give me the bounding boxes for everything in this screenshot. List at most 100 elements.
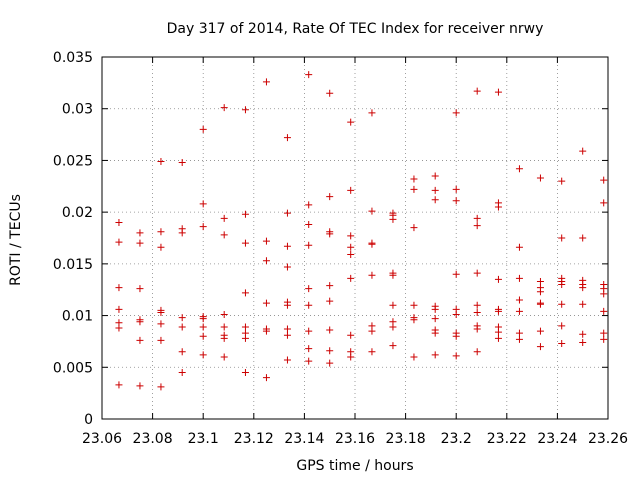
x-tick-label: 23.2 <box>441 431 472 447</box>
data-point <box>410 316 418 324</box>
data-point <box>600 307 608 315</box>
data-point <box>199 125 207 133</box>
data-point <box>115 324 123 332</box>
data-point <box>389 323 397 331</box>
data-point <box>347 251 355 259</box>
data-point <box>452 197 460 205</box>
data-point <box>579 330 587 338</box>
chart-title: Day 317 of 2014, Rate Of TEC Index for r… <box>167 21 544 37</box>
data-point <box>494 88 502 96</box>
data-point <box>473 222 481 230</box>
data-point <box>178 348 186 356</box>
data-point <box>157 308 165 316</box>
data-point <box>368 109 376 117</box>
data-point <box>305 201 313 209</box>
data-point <box>558 234 566 242</box>
data-point <box>220 323 228 331</box>
data-point <box>305 345 313 353</box>
data-point <box>283 263 291 271</box>
data-point <box>347 186 355 194</box>
x-tick-label: 23.1 <box>188 431 219 447</box>
data-point <box>136 239 144 247</box>
data-point <box>262 374 270 382</box>
data-point <box>368 327 376 335</box>
data-point <box>115 284 123 292</box>
data-point <box>600 329 608 337</box>
data-point <box>431 196 439 204</box>
data-point <box>473 308 481 316</box>
x-tick-label: 23.24 <box>537 431 577 447</box>
data-point <box>515 307 523 315</box>
data-point <box>452 311 460 319</box>
data-point <box>515 335 523 343</box>
data-point <box>305 221 313 229</box>
data-point <box>305 357 313 365</box>
data-point <box>199 315 207 323</box>
data-point <box>347 274 355 282</box>
data-point <box>515 243 523 251</box>
data-point <box>305 285 313 293</box>
y-tick-label: 0.025 <box>53 153 93 169</box>
data-point <box>494 334 502 342</box>
data-point <box>452 352 460 360</box>
data-point <box>241 368 249 376</box>
y-tick-label: 0 <box>84 412 93 428</box>
data-point <box>600 176 608 184</box>
data-point <box>220 353 228 361</box>
data-point <box>494 328 502 336</box>
data-point <box>600 199 608 207</box>
data-point <box>262 327 270 335</box>
data-point <box>305 327 313 335</box>
data-point <box>579 300 587 308</box>
data-point <box>326 359 334 367</box>
data-point <box>136 336 144 344</box>
data-point <box>199 200 207 208</box>
data-point <box>536 327 544 335</box>
data-points <box>115 71 608 391</box>
data-point <box>579 147 587 155</box>
data-point <box>199 323 207 331</box>
data-point <box>536 343 544 351</box>
y-axis: 0 0.005 0.01 0.015 0.02 0.025 0.03 0.035 <box>53 50 608 428</box>
y-axis-label: ROTI / TECUs <box>8 194 24 286</box>
x-tick-label: 23.14 <box>284 431 324 447</box>
data-point <box>473 269 481 277</box>
data-point <box>410 175 418 183</box>
data-point <box>262 237 270 245</box>
data-point <box>347 118 355 126</box>
x-axis-label: GPS time / hours <box>296 458 413 474</box>
data-point <box>347 331 355 339</box>
data-point <box>199 332 207 340</box>
data-point <box>157 157 165 165</box>
data-point <box>558 177 566 185</box>
data-point <box>473 325 481 333</box>
data-point <box>368 348 376 356</box>
data-point <box>157 320 165 328</box>
data-point <box>305 241 313 249</box>
data-point <box>558 322 566 330</box>
data-point <box>494 203 502 211</box>
data-point <box>452 270 460 278</box>
data-point <box>178 158 186 166</box>
data-point <box>262 299 270 307</box>
data-point <box>515 165 523 173</box>
data-point <box>283 134 291 142</box>
data-point <box>115 381 123 389</box>
data-point <box>220 214 228 222</box>
data-point <box>241 106 249 114</box>
data-point <box>347 232 355 240</box>
data-point <box>536 288 544 296</box>
x-tick-label: 23.22 <box>487 431 527 447</box>
x-tick-label: 23.18 <box>386 431 426 447</box>
grid-lines <box>102 57 608 419</box>
x-axis: 23.06 23.08 23.1 23.12 23.14 23.16 23.18 23.2 23… <box>82 57 628 447</box>
data-point <box>283 331 291 339</box>
data-point <box>473 348 481 356</box>
data-point <box>178 323 186 331</box>
data-point <box>115 238 123 246</box>
data-point <box>283 209 291 217</box>
data-point <box>220 104 228 112</box>
y-tick-label: 0.01 <box>62 309 93 325</box>
data-point <box>452 109 460 117</box>
